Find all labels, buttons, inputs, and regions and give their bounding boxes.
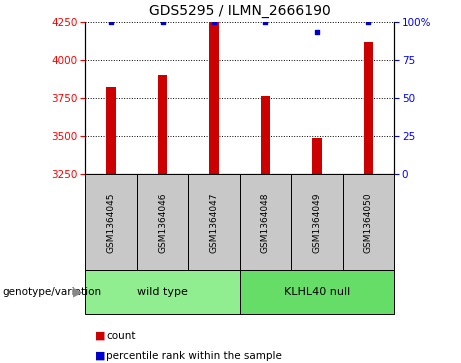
Bar (106, 87, 116, 174)
Point (365, 19, 372, 25)
Title: GDS5295 / ILMN_2666190: GDS5295 / ILMN_2666190 (149, 4, 331, 18)
Text: wild type: wild type (137, 287, 188, 297)
Text: percentile rank within the sample: percentile rank within the sample (106, 351, 282, 361)
Text: GSM1364050: GSM1364050 (364, 192, 373, 253)
Text: genotype/variation: genotype/variation (2, 287, 101, 297)
Bar (261, 97, 270, 174)
Bar (209, 22, 219, 174)
Bar (364, 42, 373, 174)
Bar (312, 138, 322, 174)
Text: GSM1364045: GSM1364045 (106, 192, 116, 253)
Text: ■: ■ (95, 351, 105, 361)
Text: KLHL40 null: KLHL40 null (284, 287, 350, 297)
Text: ▶: ▶ (73, 286, 83, 299)
Text: GSM1364046: GSM1364046 (158, 192, 167, 253)
Text: GSM1364048: GSM1364048 (261, 192, 270, 253)
Point (313, 29, 320, 35)
Text: count: count (106, 331, 136, 341)
Point (262, 19, 269, 25)
Point (107, 19, 115, 25)
Point (210, 19, 218, 25)
Text: GSM1364049: GSM1364049 (313, 192, 321, 253)
Bar (158, 75, 167, 174)
Text: ■: ■ (95, 331, 105, 341)
Text: GSM1364047: GSM1364047 (209, 192, 219, 253)
Point (159, 19, 166, 25)
